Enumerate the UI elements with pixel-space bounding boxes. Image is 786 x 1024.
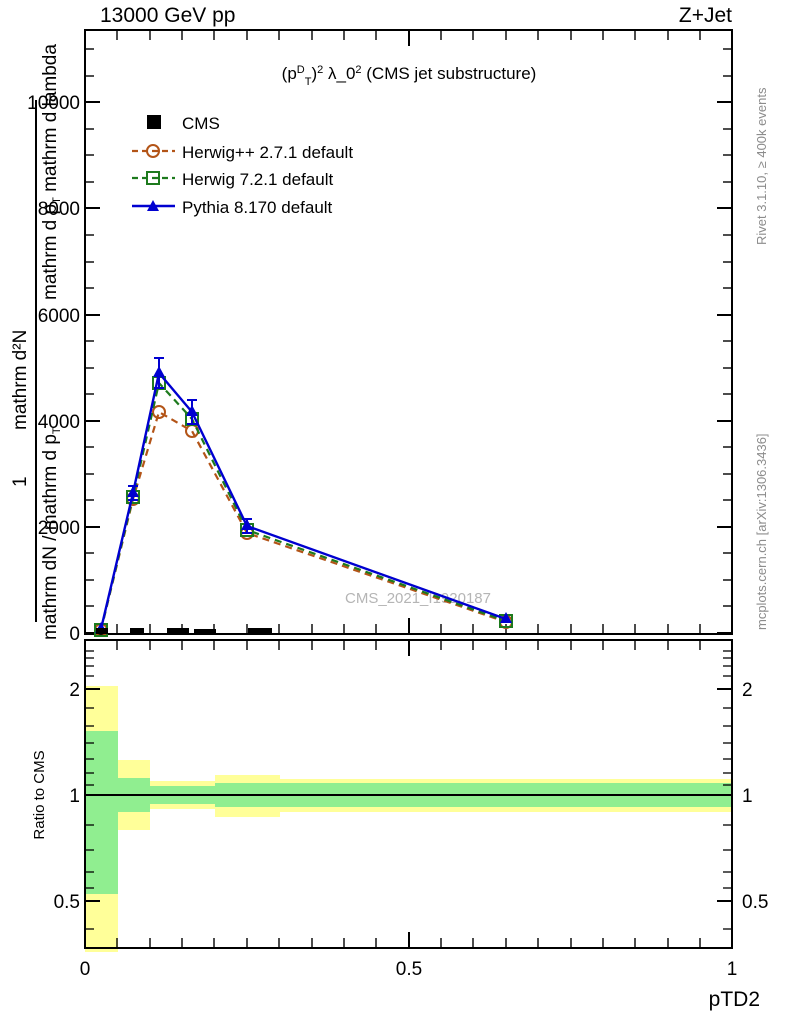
legend-marker-pythia xyxy=(147,200,159,211)
ratio-ytick-right-0: 0.5 xyxy=(742,892,768,913)
legend-marker-herwig7 xyxy=(146,171,160,185)
main-yaxis-label: mathrm d²N mathrm dN / mathrm d pT mathr… xyxy=(10,44,63,640)
svg-text:1: 1 xyxy=(727,959,738,980)
ratio-ytick-0: 0.5 xyxy=(54,892,80,913)
header-process-label: Z+Jet xyxy=(679,4,732,27)
marker-pythia xyxy=(127,486,139,497)
ratio-yaxis-ticks xyxy=(85,688,732,902)
svg-text:mathrm d²N: mathrm d²N xyxy=(10,330,31,430)
legend-label-herwig7: Herwig 7.2.1 default xyxy=(182,170,333,189)
xaxis-label: pTD2 xyxy=(709,988,760,1011)
main-yaxis-ticks xyxy=(85,101,732,634)
ratio-uncertainty-bands xyxy=(85,686,732,952)
header-energy-label: 13000 GeV pp xyxy=(100,4,235,27)
main-yaxis-tick-labels: 0 2000 4000 6000 8000 10000 xyxy=(27,93,80,645)
legend-label-herwigpp: Herwig++ 2.7.1 default xyxy=(182,143,353,162)
legend: CMS Herwig++ 2.7.1 default Herwig 7.2.1 … xyxy=(132,114,353,217)
dataset-watermark: CMS_2021_I1920187 xyxy=(345,590,491,607)
ratio-ytick-1: 1 xyxy=(69,786,80,807)
plot-header: 13000 GeV pp Z+Jet xyxy=(0,0,786,30)
ratio-ytick-2: 2 xyxy=(69,680,80,701)
xaxis-tick-labels: 0 0.5 1 xyxy=(80,959,738,980)
plot-title: (pDT)2 λ_02 (CMS jet substructure) xyxy=(282,64,537,88)
sidenote-mcplots: mcplots.cern.ch [arXiv:1306.3436] xyxy=(754,433,769,630)
marker-pythia xyxy=(500,612,512,623)
ratio-ytick-right-2: 2 xyxy=(742,680,753,701)
svg-text:mathrm d pT mathrm d lambda: mathrm d pT mathrm d lambda xyxy=(40,44,63,300)
svg-text:4000: 4000 xyxy=(38,412,80,433)
marker-pythia xyxy=(241,519,253,530)
main-yaxis-minor-ticks xyxy=(85,48,732,607)
legend-marker-herwigpp xyxy=(146,144,160,158)
svg-text:0: 0 xyxy=(80,959,91,980)
svg-text:6000: 6000 xyxy=(38,306,80,327)
svg-text:0.5: 0.5 xyxy=(396,959,422,980)
legend-label-cms: CMS xyxy=(182,114,220,133)
ratio-yaxis-label: Ratio to CMS xyxy=(31,750,48,839)
ratio-yaxis-minor-ticks xyxy=(85,650,732,930)
svg-text:mathrm dN / mathrm d pT: mathrm dN / mathrm d pT xyxy=(40,427,63,640)
legend-marker-cms xyxy=(147,115,161,129)
marker-herwigpp xyxy=(152,405,166,419)
series-cms xyxy=(96,628,272,635)
series-pythia xyxy=(95,357,512,633)
svg-text:8000: 8000 xyxy=(38,199,80,220)
legend-label-pythia: Pythia 8.170 default xyxy=(182,198,333,217)
ratio-ytick-right-1: 1 xyxy=(742,786,753,807)
ratio-panel: 0.5 1 2 0.5 1 2 Ratio to CMS xyxy=(31,639,768,952)
marker-herwigpp xyxy=(185,424,199,438)
marker-pythia xyxy=(186,405,198,416)
svg-text:2000: 2000 xyxy=(38,518,80,539)
ratio-xaxis-ticks xyxy=(116,640,701,948)
sidenote-rivet: Rivet 3.1.10, ≥ 400k events xyxy=(754,87,769,245)
svg-text:0: 0 xyxy=(69,624,80,645)
svg-text:10000: 10000 xyxy=(27,93,80,114)
marker-pythia xyxy=(153,366,165,377)
svg-text:1: 1 xyxy=(10,476,31,487)
